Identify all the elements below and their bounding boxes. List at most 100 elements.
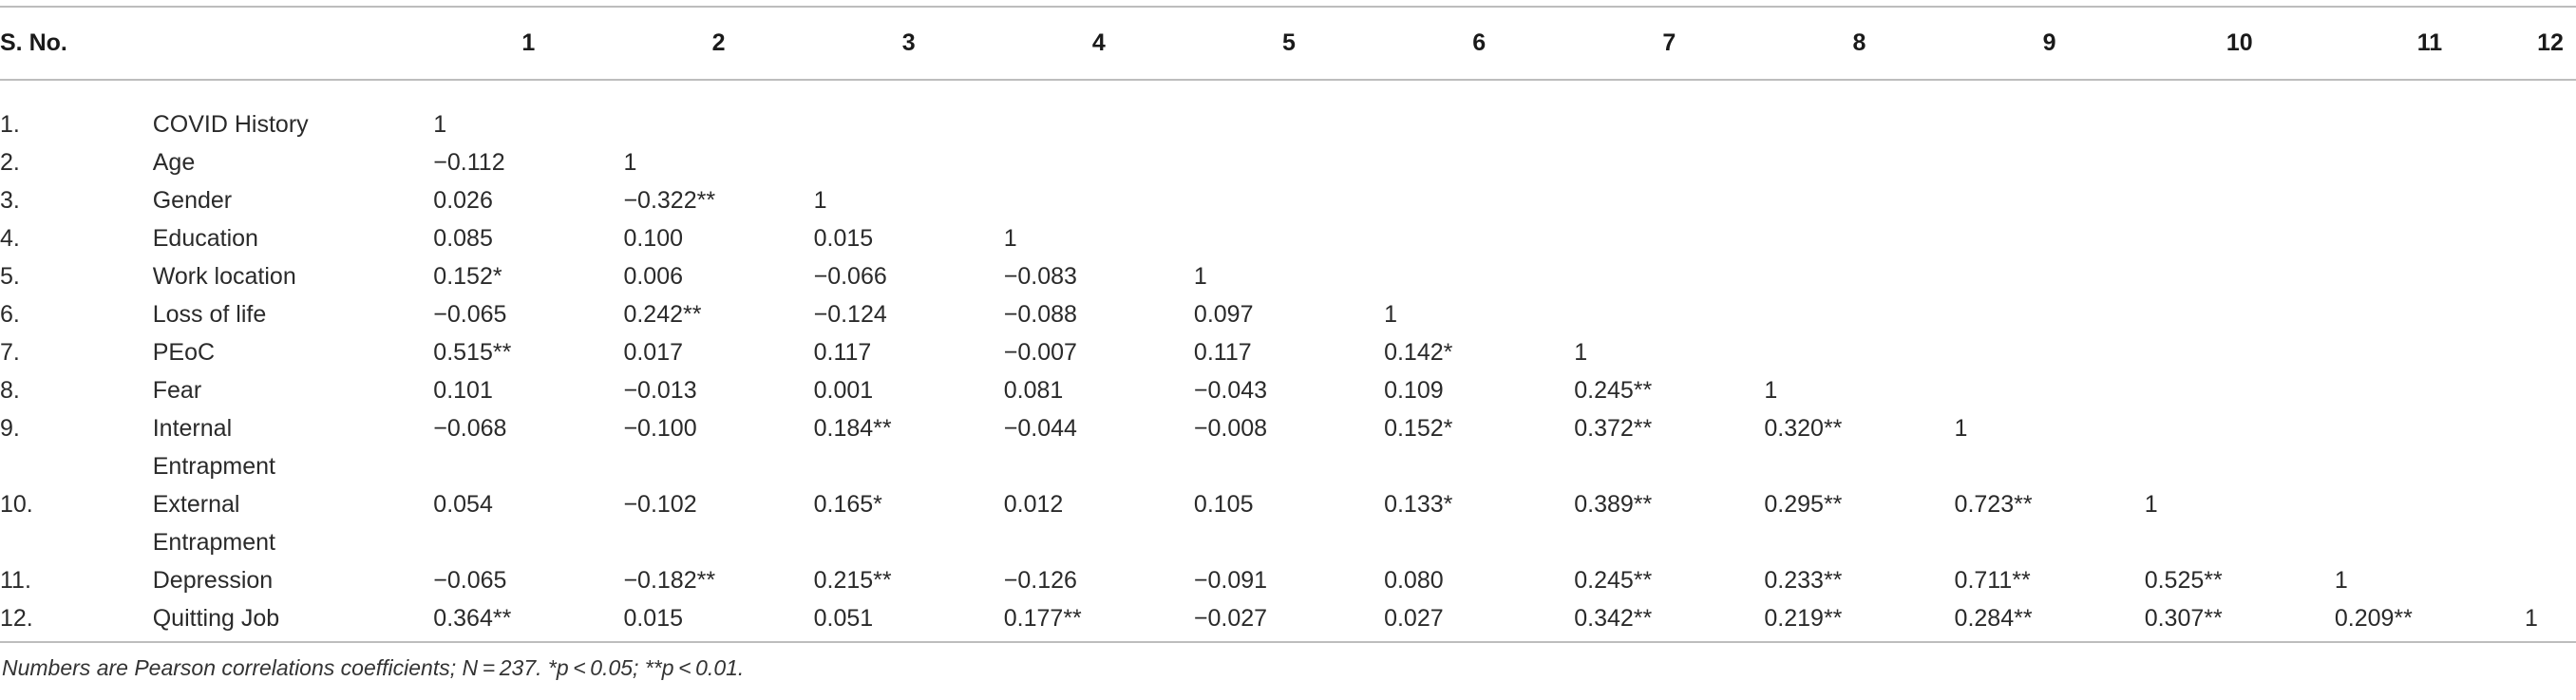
- correlation-cell: [2335, 409, 2525, 485]
- row-number: 8.: [0, 377, 20, 404]
- correlation-cell: [1004, 143, 1194, 181]
- correlation-cell: [2145, 181, 2335, 219]
- correlation-cell: [1955, 371, 2145, 409]
- table-row: 4. Education 0.085 0.100 0.015 1: [0, 219, 2576, 257]
- correlation-cell: [2525, 143, 2576, 181]
- correlation-cell: [2145, 143, 2335, 181]
- correlation-cell: 0.015: [623, 605, 684, 632]
- correlation-cell: [1764, 257, 1954, 295]
- row-number: 3.: [0, 187, 20, 214]
- correlation-cell: [2335, 79, 2525, 143]
- correlation-cell: [1004, 181, 1194, 219]
- row-number: 1.: [0, 111, 20, 138]
- correlation-cell: 0.006: [623, 263, 684, 290]
- row-number: 2.: [0, 149, 20, 176]
- correlation-cell: [2145, 257, 2335, 295]
- correlation-cell: [2525, 485, 2576, 561]
- correlation-cell: [1574, 143, 1764, 181]
- correlation-cell: [1384, 143, 1574, 181]
- correlation-cell: 0.026: [433, 187, 493, 214]
- correlation-cell: 0.215**: [813, 567, 892, 594]
- correlation-cell: 1: [2334, 567, 2348, 594]
- row-number: 12.: [0, 605, 33, 632]
- header-col-9: 9: [2042, 29, 2056, 56]
- correlation-cell: [2335, 219, 2525, 257]
- correlation-cell: −0.112: [433, 149, 505, 176]
- correlation-cell: [2525, 257, 2576, 295]
- correlation-cell: 0.219**: [1764, 605, 1843, 632]
- header-col-8: 8: [1852, 29, 1866, 56]
- correlation-cell: −0.065: [433, 301, 507, 328]
- correlation-cell: −0.007: [1003, 339, 1077, 366]
- correlation-cell: 0.165*: [813, 491, 882, 518]
- correlation-cell: 0.242**: [623, 301, 702, 328]
- correlation-cell: [2525, 295, 2576, 333]
- table-row: 9. Internal Entrapment −0.068 −0.100 0.184** −…: [0, 409, 2576, 485]
- correlation-cell: [1574, 257, 1764, 295]
- correlation-cell: 0.105: [1193, 491, 1254, 518]
- variable-name: Gender: [152, 187, 233, 214]
- header-col-6: 6: [1472, 29, 1487, 56]
- correlation-cell: −0.065: [433, 567, 507, 594]
- correlation-cell: [2525, 409, 2576, 485]
- correlation-cell: 1: [1193, 263, 1207, 290]
- correlation-cell: −0.068: [433, 415, 507, 442]
- correlation-cell: [2145, 79, 2335, 143]
- correlation-cell: [1384, 181, 1574, 219]
- correlation-cell: 1: [1003, 225, 1017, 252]
- correlation-cell: [623, 79, 813, 143]
- correlation-table: S. No. 1 2 3 4 5 6 7 8 9 10 11 12 1. COVI…: [0, 8, 2576, 637]
- row-number: 10.: [0, 491, 33, 518]
- table-row: 12. Quitting Job 0.364** 0.015 0.051 0.177** −…: [0, 599, 2576, 637]
- variable-name: Work location: [152, 263, 296, 290]
- header-sno: S. No.: [0, 29, 67, 56]
- table-footnote: Numbers are Pearson correlations coeffic…: [2, 655, 745, 680]
- correlation-cell: 0.152*: [433, 263, 502, 290]
- correlation-cell: 0.711**: [1954, 567, 2031, 594]
- correlation-cell: [2145, 333, 2335, 371]
- variable-name: COVID History: [152, 111, 309, 138]
- correlation-cell: [1384, 219, 1574, 257]
- correlation-cell: [2145, 219, 2335, 257]
- correlation-cell: [2335, 295, 2525, 333]
- correlation-cell: [1955, 295, 2145, 333]
- table-header-rule: [0, 79, 2576, 81]
- row-number: 6.: [0, 301, 20, 328]
- header-col-7: 7: [1662, 29, 1676, 56]
- correlation-cell: 0.284**: [1954, 605, 2033, 632]
- header-col-2: 2: [711, 29, 726, 56]
- row-number: 5.: [0, 263, 20, 290]
- correlation-cell: 1: [1954, 415, 1968, 442]
- correlation-cell: 0.184**: [813, 415, 892, 442]
- correlation-cell: −0.124: [813, 301, 887, 328]
- correlation-cell: [1764, 219, 1954, 257]
- correlation-cell: [1194, 181, 1384, 219]
- correlation-cell: 0.245**: [1574, 567, 1653, 594]
- table-row: 3. Gender 0.026 −0.322** 1: [0, 181, 2576, 219]
- table-row: 11. Depression −0.065 −0.182** 0.215** −0.126…: [0, 561, 2576, 599]
- variable-name: Quitting Job: [152, 605, 280, 632]
- correlation-cell: [2145, 371, 2335, 409]
- correlation-cell: 0.233**: [1764, 567, 1843, 594]
- correlation-cell: [1574, 181, 1764, 219]
- row-number: 7.: [0, 339, 20, 366]
- correlation-cell: [1194, 143, 1384, 181]
- correlation-cell: [1955, 257, 2145, 295]
- correlation-cell: [2335, 143, 2525, 181]
- correlation-cell: [1764, 143, 1954, 181]
- correlation-cell: [2525, 219, 2576, 257]
- variable-name: PEoC: [152, 339, 216, 366]
- correlation-cell: [814, 79, 1004, 143]
- correlation-cell: [1955, 181, 2145, 219]
- correlation-cell: 0.101: [433, 377, 493, 404]
- correlation-cell: 0.109: [1384, 377, 1444, 404]
- correlation-cell: [2145, 409, 2335, 485]
- variable-name: Fear: [152, 377, 202, 404]
- correlation-cell: [1574, 79, 1764, 143]
- correlation-cell: 0.117: [1193, 339, 1252, 366]
- correlation-cell: 0.177**: [1003, 605, 1082, 632]
- correlation-cell: −0.126: [1003, 567, 1077, 594]
- correlation-cell: 1: [623, 149, 637, 176]
- header-col-12: 12: [2537, 29, 2564, 56]
- correlation-cell: [1384, 257, 1574, 295]
